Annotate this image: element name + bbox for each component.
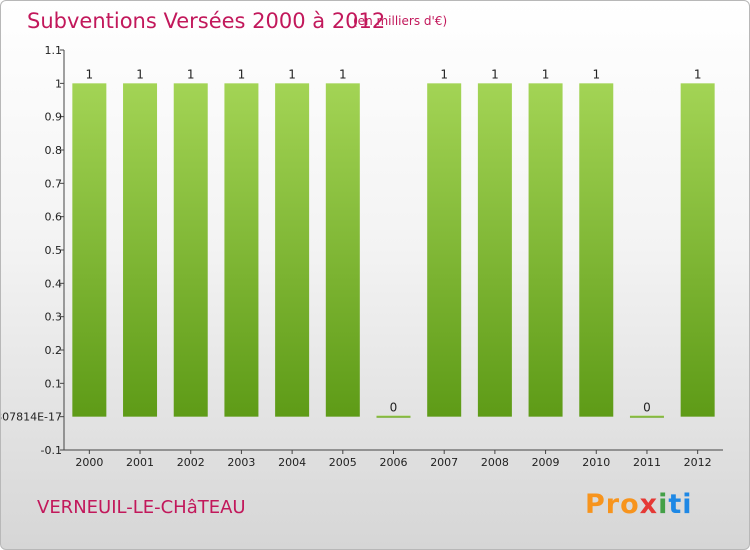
data-label-2010: 1: [592, 67, 600, 81]
data-label-2011: 0: [643, 401, 651, 415]
data-label-2009: 1: [542, 67, 550, 81]
x-tick-label: 2011: [633, 456, 661, 469]
y-tick-label: 0.5: [45, 244, 63, 257]
bar-2000: [72, 83, 106, 416]
data-label-2002: 1: [187, 67, 195, 81]
bar-2010: [579, 83, 613, 416]
x-tick-label: 2001: [126, 456, 154, 469]
y-tick-label: 1.1: [45, 44, 63, 57]
y-tick-label: 0.2: [45, 344, 63, 357]
y-tick-label: 0.6: [45, 211, 63, 224]
data-label-2000: 1: [86, 67, 94, 81]
bar-2009: [529, 83, 563, 416]
logo-part-3: i: [658, 489, 668, 520]
bar-2005: [326, 83, 360, 416]
y-tick-label: 0.8: [45, 144, 63, 157]
x-tick-label: 2002: [177, 456, 205, 469]
data-label-2001: 1: [136, 67, 144, 81]
x-tick-label: 2000: [75, 456, 103, 469]
bar-2011: [630, 416, 664, 418]
x-tick-label: 2004: [278, 456, 306, 469]
data-label-2008: 1: [491, 67, 499, 81]
commune-name: VERNEUIL-LE-CHâTEAU: [37, 497, 246, 518]
x-tick-label: 2007: [430, 456, 458, 469]
y-tick-label: 1.3877787807814E-17: [1, 411, 62, 424]
x-tick-label: 2005: [329, 456, 357, 469]
data-label-2012: 1: [694, 67, 702, 81]
y-tick-label: 0.9: [45, 111, 63, 124]
chart-bars: [72, 83, 714, 417]
bar-2004: [275, 83, 309, 416]
bar-2012: [681, 83, 715, 416]
data-label-2004: 1: [288, 67, 296, 81]
x-tick-label: 2008: [481, 456, 509, 469]
logo-part-1: Pro: [585, 489, 640, 520]
x-tick-label: 2009: [532, 456, 560, 469]
y-tick-label: 1: [55, 77, 62, 90]
bar-2008: [478, 83, 512, 416]
proxiti-logo: Proxiti: [585, 489, 693, 520]
bar-chart: -0.1 1.3877787807814E-17 0.1 0.2 0.3 0.4 0.5 0.…: [1, 1, 749, 549]
data-label-2007: 1: [440, 67, 448, 81]
logo-part-2: x: [640, 489, 658, 520]
bar-2001: [123, 83, 157, 416]
y-tick-label: 0.4: [45, 277, 63, 290]
y-tick-label: 0.1: [45, 377, 63, 390]
bar-2007: [427, 83, 461, 416]
bar-2002: [174, 83, 208, 416]
data-label-2003: 1: [238, 67, 246, 81]
bar-2006: [377, 416, 411, 418]
data-label-2006: 0: [390, 401, 398, 415]
chart-frame: Subventions Versées 2000 à 2012 (en mill…: [0, 0, 750, 550]
bar-2003: [224, 83, 258, 416]
x-tick-label: 2003: [227, 456, 255, 469]
logo-part-4: ti: [668, 489, 692, 520]
data-label-2005: 1: [339, 67, 347, 81]
y-tick-label: 0.7: [45, 177, 63, 190]
x-tick-label: 2010: [582, 456, 610, 469]
x-tick-label: 2012: [684, 456, 712, 469]
x-tick-label: 2006: [380, 456, 408, 469]
chart-axes: -0.1 1.3877787807814E-17 0.1 0.2 0.3 0.4 0.5 0.…: [1, 44, 723, 469]
y-tick-label: -0.1: [41, 444, 62, 457]
y-tick-label: 0.3: [45, 311, 63, 324]
